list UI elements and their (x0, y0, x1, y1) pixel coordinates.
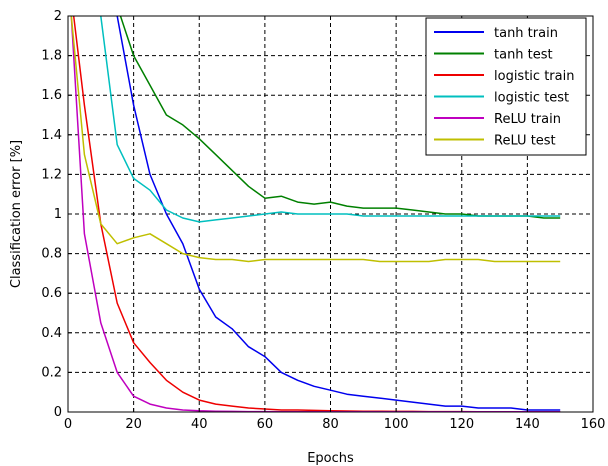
x-tick-label: 40 (191, 417, 208, 432)
y-tick-label: 1.4 (41, 128, 62, 143)
y-tick-label: 1.2 (41, 167, 62, 182)
legend-label: tanh test (494, 48, 553, 63)
x-tick-label: 80 (322, 417, 339, 432)
x-axis-label: Epochs (307, 451, 354, 466)
y-tick-label: 0.8 (41, 247, 62, 262)
legend-label: ReLU test (494, 134, 556, 149)
y-tick-label: 1.6 (41, 88, 62, 103)
legend: tanh train tanh test logistic train logisti… (425, 17, 587, 156)
series-line-logistic-test (100, 16, 561, 223)
legend-label: ReLU train (494, 112, 561, 127)
x-tick-label: 120 (449, 417, 474, 432)
y-tick-label: 0.6 (41, 286, 62, 301)
x-tick-label: 60 (257, 417, 274, 432)
series-line-relu-test (70, 16, 561, 263)
x-tick-label: 140 (515, 417, 540, 432)
x-tick-label: 100 (384, 417, 409, 432)
legend-label: logistic train (494, 69, 574, 84)
x-tick-label: 20 (125, 417, 142, 432)
y-tick-label: 0.2 (41, 365, 62, 380)
x-tick-label: 160 (581, 417, 606, 432)
axis-ticks: 0 20 40 60 80 100 120 140 160 0 0.2 0.4 0.6 0.8 1 1.2 1.… (41, 9, 605, 432)
y-tick-label: 2 (54, 9, 62, 24)
y-axis-label: Classification error [%] (9, 140, 24, 288)
legend-label: tanh train (494, 26, 558, 41)
series-line-tanh-train (116, 16, 561, 411)
y-tick-label: 0.4 (41, 326, 62, 341)
legend-label: logistic test (494, 91, 569, 106)
y-tick-label: 1.8 (41, 49, 62, 64)
y-tick-label: 0 (54, 405, 62, 420)
y-tick-label: 1 (54, 207, 62, 222)
legend-box (425, 17, 587, 156)
x-tick-label: 0 (64, 417, 72, 432)
